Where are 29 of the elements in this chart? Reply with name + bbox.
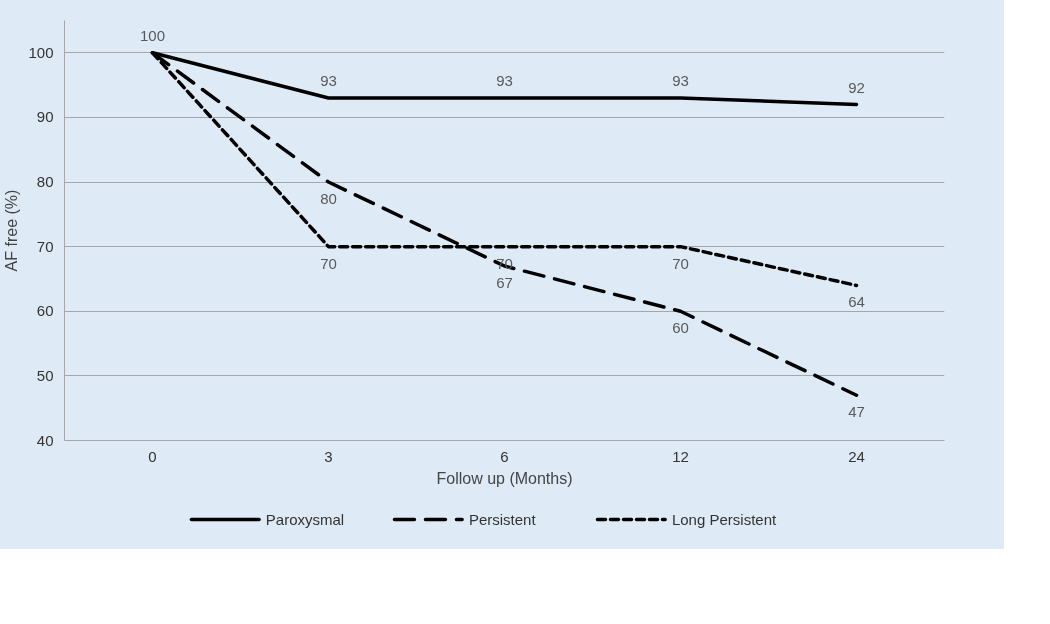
- data-label: 93: [672, 72, 689, 90]
- data-label: 47: [848, 403, 865, 421]
- data-label: 100: [139, 26, 166, 44]
- y-tick-label: 90: [36, 108, 54, 126]
- y-tick-label: 80: [36, 173, 54, 191]
- data-label: 64: [848, 293, 865, 311]
- x-tick-label: 6: [500, 447, 509, 465]
- data-label: 92: [848, 78, 865, 96]
- data-label: 70: [672, 254, 689, 272]
- data-label: 80: [320, 190, 337, 208]
- legend-label: Persistent: [468, 511, 537, 528]
- legend-label: Long Persistent: [671, 511, 777, 528]
- y-tick-label: 100: [28, 43, 54, 61]
- y-tick-label: 60: [36, 302, 54, 320]
- legend-label: Paroxysmal: [265, 511, 345, 528]
- y-axis-title: AF free (%): [3, 189, 21, 272]
- data-label: 67: [496, 274, 513, 292]
- x-axis-title: Follow up (Months): [436, 469, 573, 487]
- y-tick-label: 70: [36, 237, 54, 255]
- data-label: 60: [672, 319, 689, 337]
- data-label: 70: [320, 254, 337, 272]
- x-tick-label: 0: [148, 447, 157, 465]
- x-tick-label: 12: [672, 447, 689, 465]
- y-tick-label: 40: [36, 431, 54, 449]
- y-tick-label: 50: [36, 366, 54, 384]
- data-label: 93: [496, 72, 513, 90]
- x-tick-label: 24: [848, 447, 865, 465]
- x-tick-label: 3: [324, 447, 333, 465]
- data-label: 93: [320, 72, 337, 90]
